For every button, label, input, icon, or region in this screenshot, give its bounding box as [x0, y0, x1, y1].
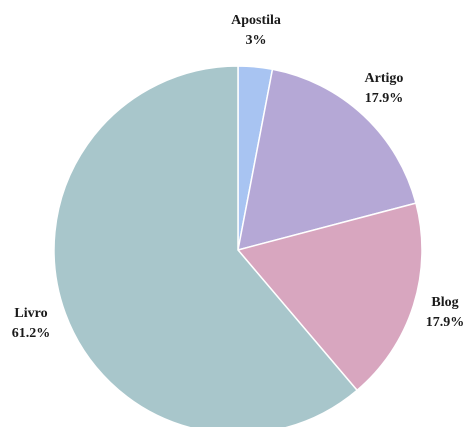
- slice-value-artigo: 17.9%: [365, 91, 404, 106]
- slice-value-livro: 61.2%: [12, 326, 51, 341]
- slice-label-artigo: Artigo: [365, 71, 404, 86]
- slice-label-blog: Blog: [431, 295, 458, 310]
- slice-label-livro: Livro: [14, 306, 47, 321]
- slice-label-apostila: Apostila: [231, 13, 281, 28]
- pie-slice-blog: [236, 202, 423, 392]
- pie-slice-artigo: [237, 68, 417, 252]
- pie-labels: Apostila 3% Artigo 17.9% Blog 17.9% Livro 61.2%: [12, 13, 465, 341]
- pie-slice-livro: [53, 65, 359, 427]
- pie-slices: [53, 65, 423, 427]
- slice-value-apostila: 3%: [246, 33, 267, 48]
- slice-value-blog: 17.9%: [426, 315, 465, 330]
